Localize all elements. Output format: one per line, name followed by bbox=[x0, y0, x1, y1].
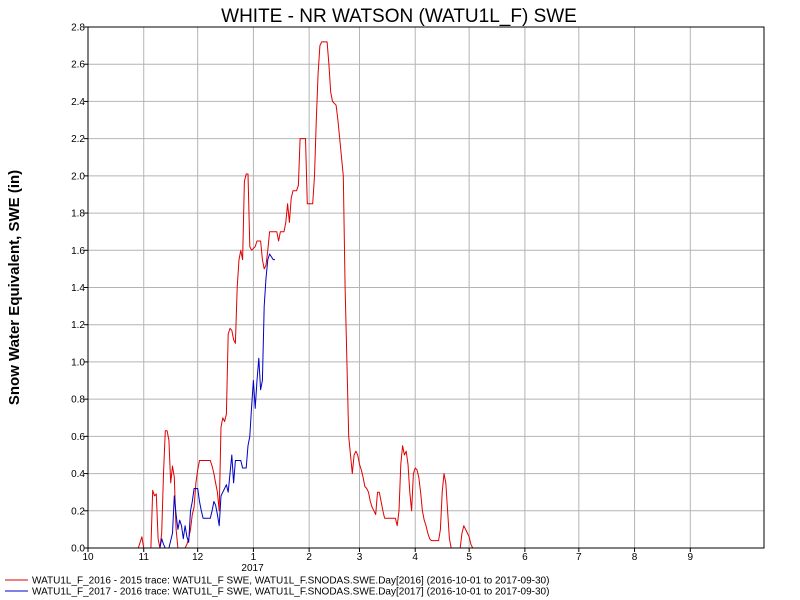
legend-label-2: WATU1L_F_2017 - 2016 trace: WATU1L_F SWE… bbox=[32, 587, 549, 598]
y-tick-label: 1.2 bbox=[71, 320, 85, 331]
plot-frame bbox=[87, 26, 765, 549]
y-tick-label: 2.0 bbox=[71, 171, 85, 182]
series-line-1 bbox=[137, 41, 474, 549]
y-tick-label: 1.0 bbox=[71, 357, 85, 368]
x-tick-label: 3 bbox=[357, 552, 363, 563]
y-tick-label: 0.4 bbox=[71, 469, 85, 480]
y-tick-label: 0.6 bbox=[71, 432, 85, 443]
y-tick-label: 1.4 bbox=[71, 283, 85, 294]
x-tick-label: 8 bbox=[632, 552, 638, 563]
y-tick-label: 2.6 bbox=[71, 60, 85, 71]
x-tick-label: 5 bbox=[466, 552, 472, 563]
y-tick-label: 0.0 bbox=[71, 544, 85, 555]
x-tick-label: 7 bbox=[576, 552, 582, 563]
y-tick-label: 1.6 bbox=[71, 246, 85, 257]
legend: WATU1L_F_2016 - 2015 trace: WATU1L_F SWE… bbox=[5, 576, 549, 598]
x-year-label: 2017 bbox=[241, 563, 264, 574]
x-tick-label: 1 bbox=[251, 552, 257, 563]
y-axis-ticks: 0.0 0.2 0.4 0.6 0.8 1.0 1.2 1.4 1.6 1.8 2.0 2.2 2.4 2… bbox=[71, 23, 88, 555]
legend-label-1: WATU1L_F_2016 - 2015 trace: WATU1L_F SWE… bbox=[32, 576, 549, 587]
x-tick-label: 10 bbox=[82, 552, 94, 563]
y-tick-label: 1.8 bbox=[71, 209, 85, 220]
y-tick-label: 2.8 bbox=[71, 23, 85, 34]
x-tick-label: 12 bbox=[192, 552, 204, 563]
x-tick-label: 6 bbox=[522, 552, 528, 563]
x-tick-label: 9 bbox=[688, 552, 694, 563]
x-tick-label: 2 bbox=[306, 552, 312, 563]
y-tick-label: 2.4 bbox=[71, 97, 85, 108]
y-tick-label: 0.2 bbox=[71, 506, 85, 517]
y-tick-label: 2.2 bbox=[71, 134, 85, 145]
series-line-2 bbox=[159, 253, 275, 549]
series-lines bbox=[137, 41, 474, 549]
y-tick-label: 0.8 bbox=[71, 395, 85, 406]
chart-title: WHITE - NR WATSON (WATU1L_F) SWE bbox=[221, 6, 577, 27]
y-axis-label: Snow Water Equivalent, SWE (in) bbox=[6, 170, 23, 405]
x-tick-label: 4 bbox=[412, 552, 418, 563]
x-tick-label: 11 bbox=[139, 552, 150, 563]
